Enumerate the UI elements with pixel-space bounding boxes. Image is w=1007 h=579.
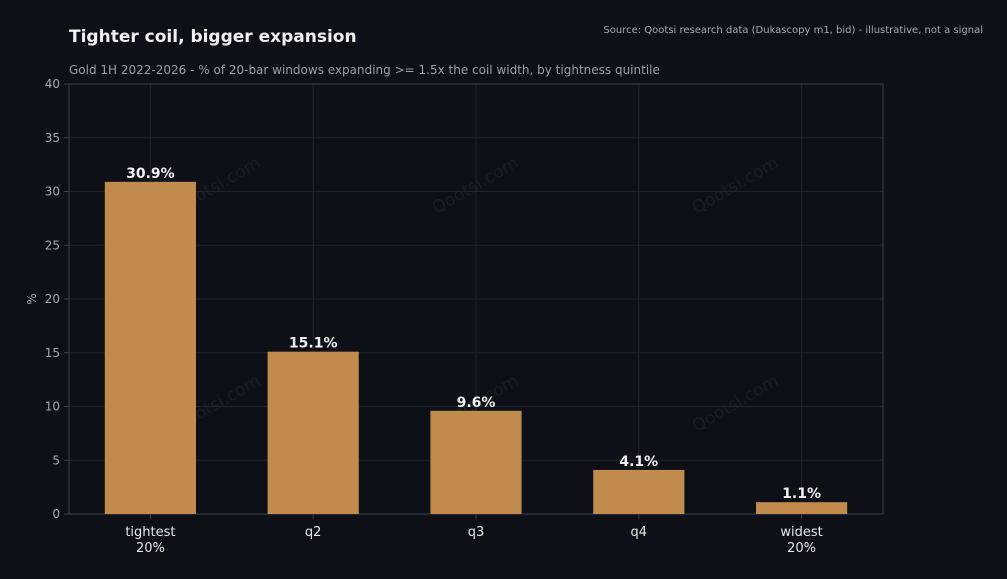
y-tick-label: 25 [45,238,60,252]
chart-source: Source: Qootsi research data (Dukascopy … [603,25,983,36]
bar [104,181,196,514]
y-tick-label: 5 [52,453,60,467]
x-tick-label-line: q2 [305,525,322,540]
data-label: 9.6% [457,395,496,411]
y-tick-label: 40 [45,77,60,91]
x-tick-label: q2 [305,525,322,540]
y-axis-ticks: 0 5 10 15 20 25 30 35 40 [45,77,69,521]
x-tick-label: widest 20% [780,525,822,556]
x-tick-label-line: widest [780,525,822,540]
y-tick-label: 15 [45,346,60,360]
x-axis-ticks: tightest 20%q2 q3 q4 widest 20% [125,514,823,556]
x-tick-label-line: 20% [787,541,816,556]
x-tick-label-line: q3 [468,525,485,540]
y-axis-label: % [25,293,39,304]
watermark-text: Qootsi.com [689,371,782,436]
x-tick-label-line: 20% [136,541,165,556]
y-tick-label: 35 [45,131,60,145]
y-tick-label: 20 [45,292,60,306]
chart-title: Tighter coil, bigger expansion [69,27,357,47]
x-tick-label-line: q4 [631,525,648,540]
bar [430,410,522,514]
x-tick-label: q4 [631,525,648,540]
bars [104,181,848,514]
watermark-text: Qootsi.com [689,153,782,218]
y-tick-label: 0 [52,507,60,521]
data-label: 15.1% [289,336,338,352]
x-tick-label: tightest 20% [125,525,175,556]
x-tick-label-line: tightest [125,525,175,540]
data-label: 1.1% [782,486,821,502]
data-label: 4.1% [619,454,658,470]
y-tick-label: 30 [45,185,60,199]
bar [756,502,848,514]
chart-subtitle: Gold 1H 2022-2026 - % of 20-bar windows … [69,63,660,77]
bar [593,469,685,514]
y-tick-label: 10 [45,400,60,414]
data-labels: 30.9% 15.1% 9.6% 4.1% 1.1% [126,166,821,502]
data-label: 30.9% [126,166,175,182]
x-tick-label: q3 [468,525,485,540]
bar [267,351,359,514]
